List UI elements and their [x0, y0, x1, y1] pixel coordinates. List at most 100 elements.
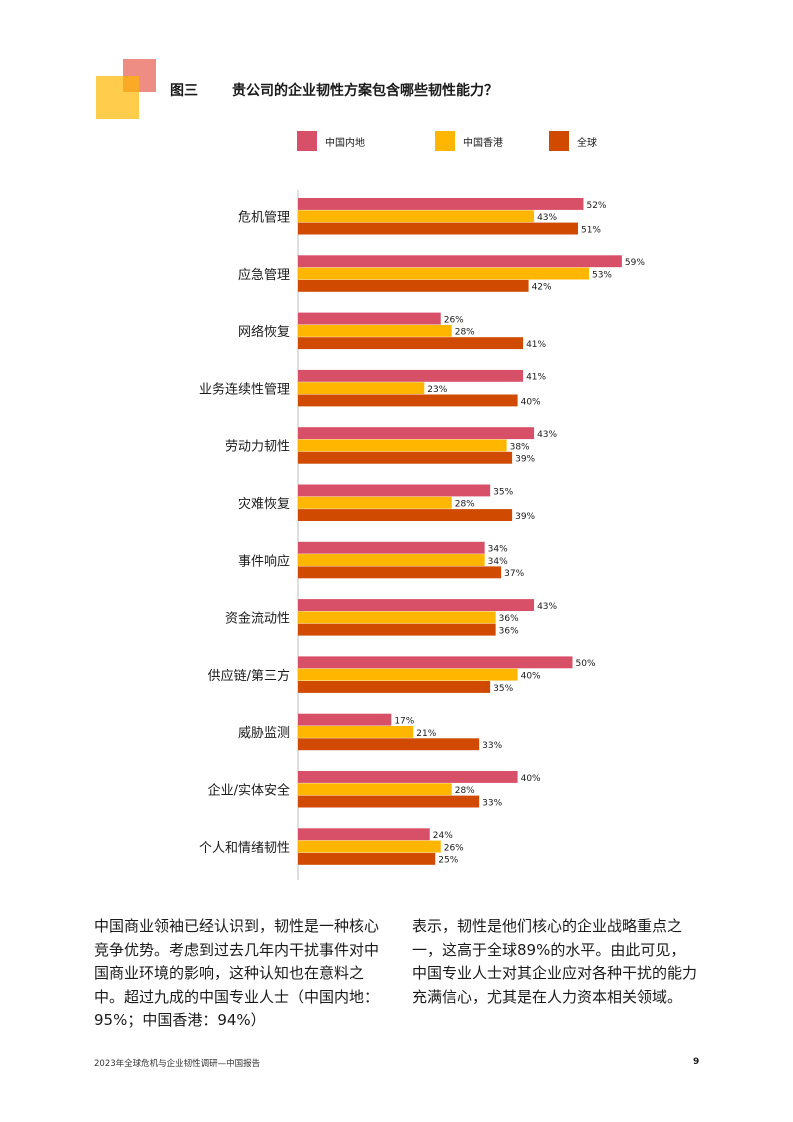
data-label-mainland: 34% — [488, 545, 508, 555]
bar-mainland — [298, 828, 430, 841]
bar-hongkong — [298, 382, 425, 395]
data-label-global: 40% — [521, 397, 541, 407]
data-label-mainland: 26% — [444, 315, 464, 325]
bar-hongkong — [298, 611, 496, 624]
data-label-global: 37% — [504, 569, 524, 579]
page-number: 9 — [693, 1057, 700, 1067]
bar-mainland — [298, 369, 524, 382]
bar-mainland — [298, 656, 573, 669]
figure-label: 图三 — [170, 83, 198, 99]
data-label-mainland: 17% — [394, 717, 414, 727]
bar-mainland — [298, 541, 485, 554]
data-label-global: 33% — [482, 798, 502, 808]
data-label-hongkong: 36% — [499, 614, 519, 624]
logo-square-yellow — [96, 76, 139, 119]
bar-mainland — [298, 198, 584, 210]
bar-hongkong — [298, 554, 485, 566]
data-label-hongkong: 28% — [455, 500, 475, 510]
data-label-hongkong: 21% — [416, 729, 436, 739]
data-label-hongkong: 28% — [455, 328, 475, 338]
bar-global — [298, 566, 502, 579]
bar-hongkong — [298, 668, 518, 681]
body-text-right: 表示，韧性是他们核心的企业战略重点之一，这高于全球89%的水平。由此可见，中国专… — [412, 917, 698, 1006]
figure-title: 贵公司的企业韧性方案包含哪些韧性能力？ — [232, 83, 498, 99]
bar-mainland — [298, 771, 518, 783]
data-label-hongkong: 23% — [427, 385, 447, 395]
category-label: 供应链/第三方 — [208, 668, 290, 684]
legend-item-mainland: 中国内地 — [297, 131, 365, 151]
category-label: 业务连续性管理 — [199, 381, 290, 397]
category-label: 个人和情绪韧性 — [199, 841, 290, 856]
data-label-global: 36% — [499, 627, 519, 637]
data-label-hongkong: 43% — [537, 213, 557, 223]
category-label: 网络恢复 — [238, 324, 290, 340]
bar-chart: 危机管理 52% 43% 51% 应急管理 59% 53% 42% 网络恢复 26% 28% 41% 业… — [199, 190, 645, 880]
footer-text: 2023年全球危机与企业韧性调研—中国报告 — [94, 1059, 261, 1069]
data-label-hongkong: 40% — [521, 672, 541, 682]
data-label-mainland: 24% — [433, 831, 453, 841]
data-label-hongkong: 38% — [510, 442, 530, 452]
bar-mainland — [298, 427, 535, 440]
data-label-mainland: 43% — [537, 430, 557, 440]
bar-global — [298, 795, 480, 808]
data-label-global: 39% — [515, 512, 535, 522]
legend-label-hongkong: 中国香港 — [463, 137, 503, 149]
bar-hongkong — [298, 783, 452, 796]
category-label: 劳动力韧性 — [225, 439, 290, 455]
bar-global — [298, 222, 578, 235]
legend-swatch-hongkong — [435, 131, 455, 151]
bar-mainland — [298, 713, 392, 726]
legend-label-global: 全球 — [577, 137, 597, 149]
bar-hongkong — [298, 439, 507, 452]
bar-mainland — [298, 599, 535, 611]
category-label: 事件响应 — [238, 553, 290, 569]
data-label-global: 51% — [581, 225, 601, 235]
data-label-global: 39% — [515, 455, 535, 465]
data-label-global: 33% — [482, 741, 502, 751]
bar-global — [298, 509, 513, 521]
bar-hongkong — [298, 496, 452, 509]
chart-legend: 中国内地 中国香港 全球 — [0, 131, 793, 153]
data-label-global: 41% — [526, 340, 546, 350]
bar-hongkong — [298, 840, 441, 853]
legend-item-hongkong: 中国香港 — [435, 131, 503, 151]
bar-mainland — [298, 484, 491, 497]
legend-label-mainland: 中国内地 — [325, 137, 365, 149]
category-label: 资金流动性 — [225, 611, 290, 627]
bar-global — [298, 279, 529, 292]
bar-global — [298, 738, 480, 751]
bar-hongkong — [298, 210, 535, 223]
bar-global — [298, 394, 518, 407]
category-label: 灾难恢复 — [238, 496, 290, 512]
data-label-mainland: 50% — [576, 659, 596, 669]
data-label-mainland: 41% — [526, 373, 546, 383]
brand-logo — [96, 59, 158, 121]
legend-swatch-mainland — [297, 131, 317, 151]
data-label-mainland: 35% — [493, 487, 513, 497]
data-label-global: 25% — [438, 856, 458, 866]
bar-hongkong — [298, 726, 414, 738]
data-label-mainland: 59% — [625, 258, 645, 268]
bar-hongkong — [298, 267, 589, 280]
data-label-hongkong: 26% — [444, 843, 464, 853]
data-label-global: 42% — [532, 283, 552, 293]
data-label-global: 35% — [493, 684, 513, 694]
data-label-mainland: 40% — [521, 774, 541, 784]
data-label-hongkong: 28% — [455, 786, 475, 796]
bar-hongkong — [298, 324, 452, 337]
data-label-mainland: 43% — [537, 602, 557, 612]
category-label: 应急管理 — [238, 267, 290, 283]
data-label-hongkong: 53% — [592, 270, 612, 280]
bar-global — [298, 681, 491, 693]
body-text-left: 中国商业领袖已经认识到，韧性是一种核心竞争优势。考虑到过去几年内干扰事件对中国商… — [94, 917, 380, 1029]
data-label-mainland: 52% — [586, 201, 606, 211]
bar-mainland — [298, 312, 441, 325]
bar-global — [298, 623, 496, 636]
category-label: 威胁监测 — [238, 726, 290, 741]
bar-global — [298, 337, 524, 350]
bar-global — [298, 852, 436, 865]
bar-global — [298, 451, 513, 464]
category-label: 企业/实体安全 — [208, 782, 290, 798]
legend-item-global: 全球 — [549, 131, 597, 151]
data-label-hongkong: 34% — [488, 557, 508, 567]
